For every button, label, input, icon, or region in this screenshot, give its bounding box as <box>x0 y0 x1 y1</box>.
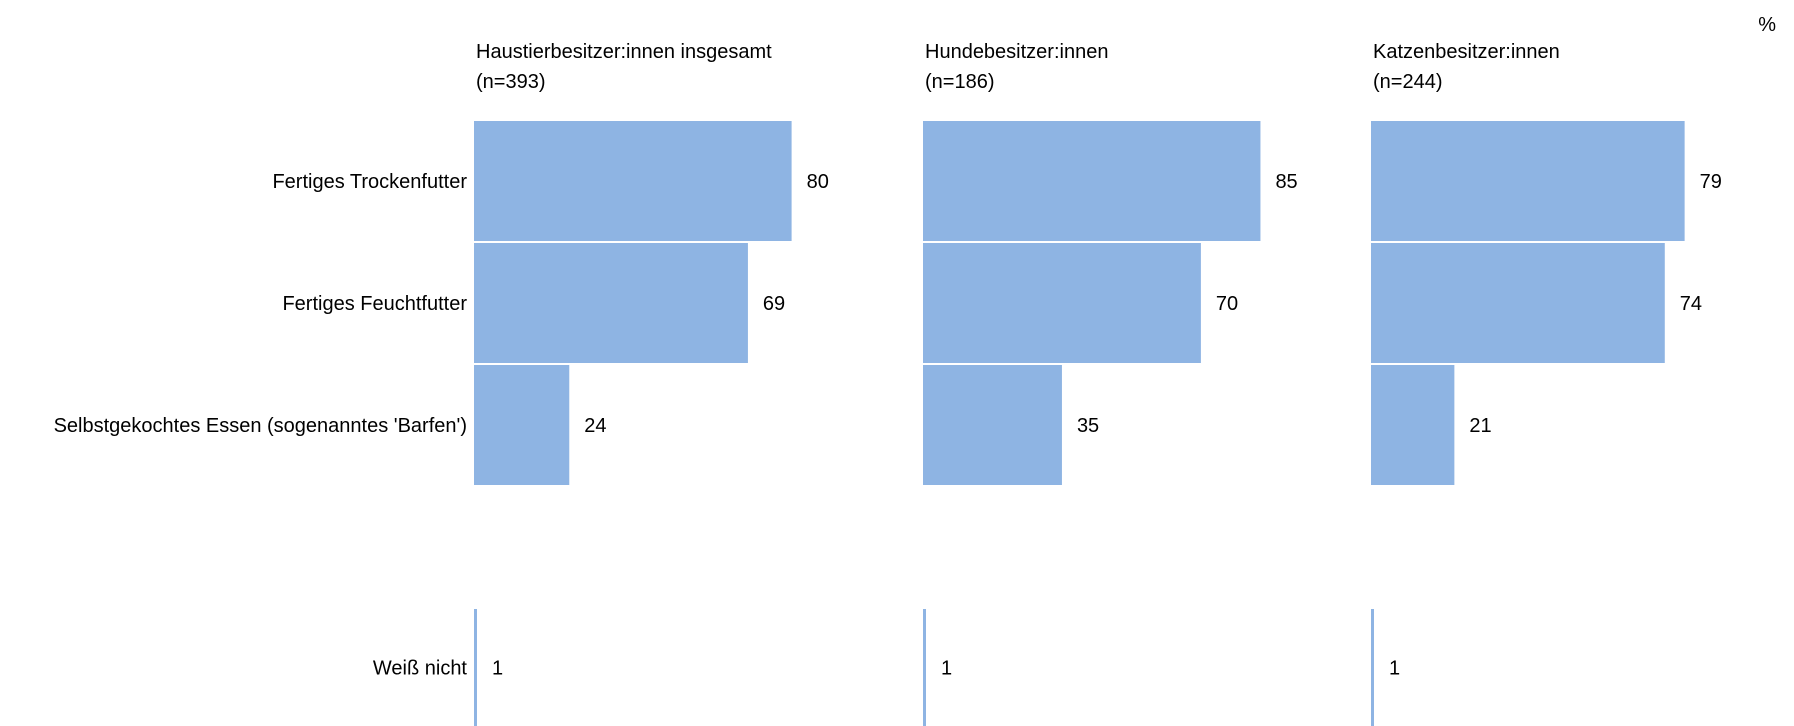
category-label: Fertiges Trockenfutter <box>272 171 467 193</box>
data-label: 1 <box>492 658 503 680</box>
bar <box>474 243 748 363</box>
panel-title: Haustierbesitzer:innen insgesamt <box>476 41 772 63</box>
bar <box>923 609 926 726</box>
panel-title: Katzenbesitzer:innen <box>1373 41 1560 63</box>
data-label: 69 <box>763 293 785 315</box>
panel-title: Hundebesitzer:innen <box>925 41 1108 63</box>
bar <box>1371 243 1665 363</box>
bar <box>474 365 570 485</box>
bar <box>1371 365 1455 485</box>
category-label: Fertiges Feuchtfutter <box>282 293 467 315</box>
bar <box>923 121 1261 241</box>
data-label: 85 <box>1275 171 1297 193</box>
panel-sample-size: (n=244) <box>1373 71 1443 93</box>
data-label: 80 <box>807 171 829 193</box>
panel-sample-size: (n=186) <box>925 71 995 93</box>
data-label: 1 <box>941 658 952 680</box>
bar <box>923 243 1201 363</box>
data-label: 70 <box>1216 293 1238 315</box>
data-label: 35 <box>1077 415 1099 437</box>
data-label: 79 <box>1700 171 1722 193</box>
panel: Haustierbesitzer:innen insgesamt (n=393) 8… <box>474 41 829 726</box>
bar <box>1371 609 1374 726</box>
category-labels: Fertiges Trockenfutter Fertiges Feuchtfut… <box>54 171 468 680</box>
category-label: Weiß nicht <box>373 658 468 680</box>
bar <box>1371 121 1685 241</box>
category-label: Selbstgekochtes Essen (sogenanntes 'Barf… <box>54 415 467 437</box>
chart-panels: Haustierbesitzer:innen insgesamt (n=393) 8… <box>474 41 1722 726</box>
data-label: 74 <box>1680 293 1702 315</box>
bar <box>474 609 477 726</box>
panel: Katzenbesitzer:innen (n=244) 79 74 21 1 <box>1371 41 1722 726</box>
bar <box>474 121 792 241</box>
data-label: 1 <box>1389 658 1400 680</box>
data-label: 24 <box>584 415 606 437</box>
data-label: 21 <box>1469 415 1491 437</box>
panel: Hundebesitzer:innen (n=186) 85 70 35 1 <box>923 41 1298 726</box>
unit-label: % <box>1758 14 1776 36</box>
panel-sample-size: (n=393) <box>476 71 546 93</box>
bar <box>923 365 1062 485</box>
